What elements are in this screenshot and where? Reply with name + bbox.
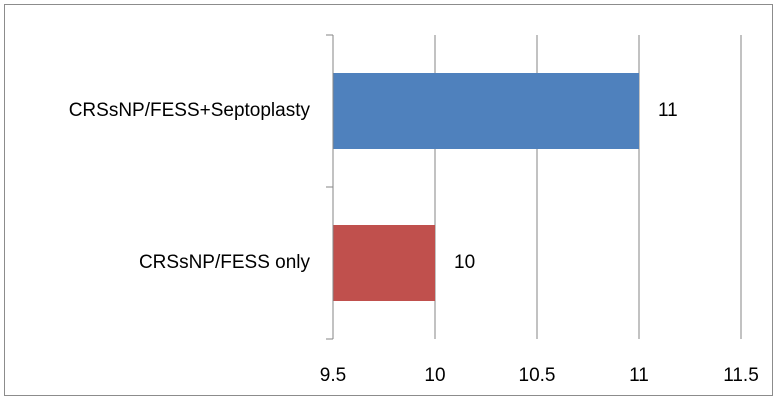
x-tick-label: 9.5: [320, 365, 346, 386]
x-tick-label: 11.5: [723, 365, 759, 386]
x-tick-label: 11: [629, 365, 649, 386]
category-labels: CRSsNP/FESS+Septoplasty CRSsNP/FESS only: [69, 100, 311, 273]
x-tick-label: 10: [424, 365, 445, 386]
x-tick-labels: 9.5 10 10.5 11 11.5: [320, 365, 759, 386]
data-label: 10: [454, 252, 475, 273]
category-label: CRSsNP/FESS only: [139, 252, 311, 273]
bar: [333, 73, 639, 149]
data-labels: 11 10: [454, 100, 678, 273]
bars: [333, 73, 639, 301]
bar: [333, 225, 435, 301]
data-label: 11: [658, 100, 678, 121]
chart-frame: [4, 4, 773, 396]
category-label: CRSsNP/FESS+Septoplasty: [69, 100, 311, 121]
x-tick-label: 10.5: [519, 365, 556, 386]
y-axis: [326, 34, 334, 340]
